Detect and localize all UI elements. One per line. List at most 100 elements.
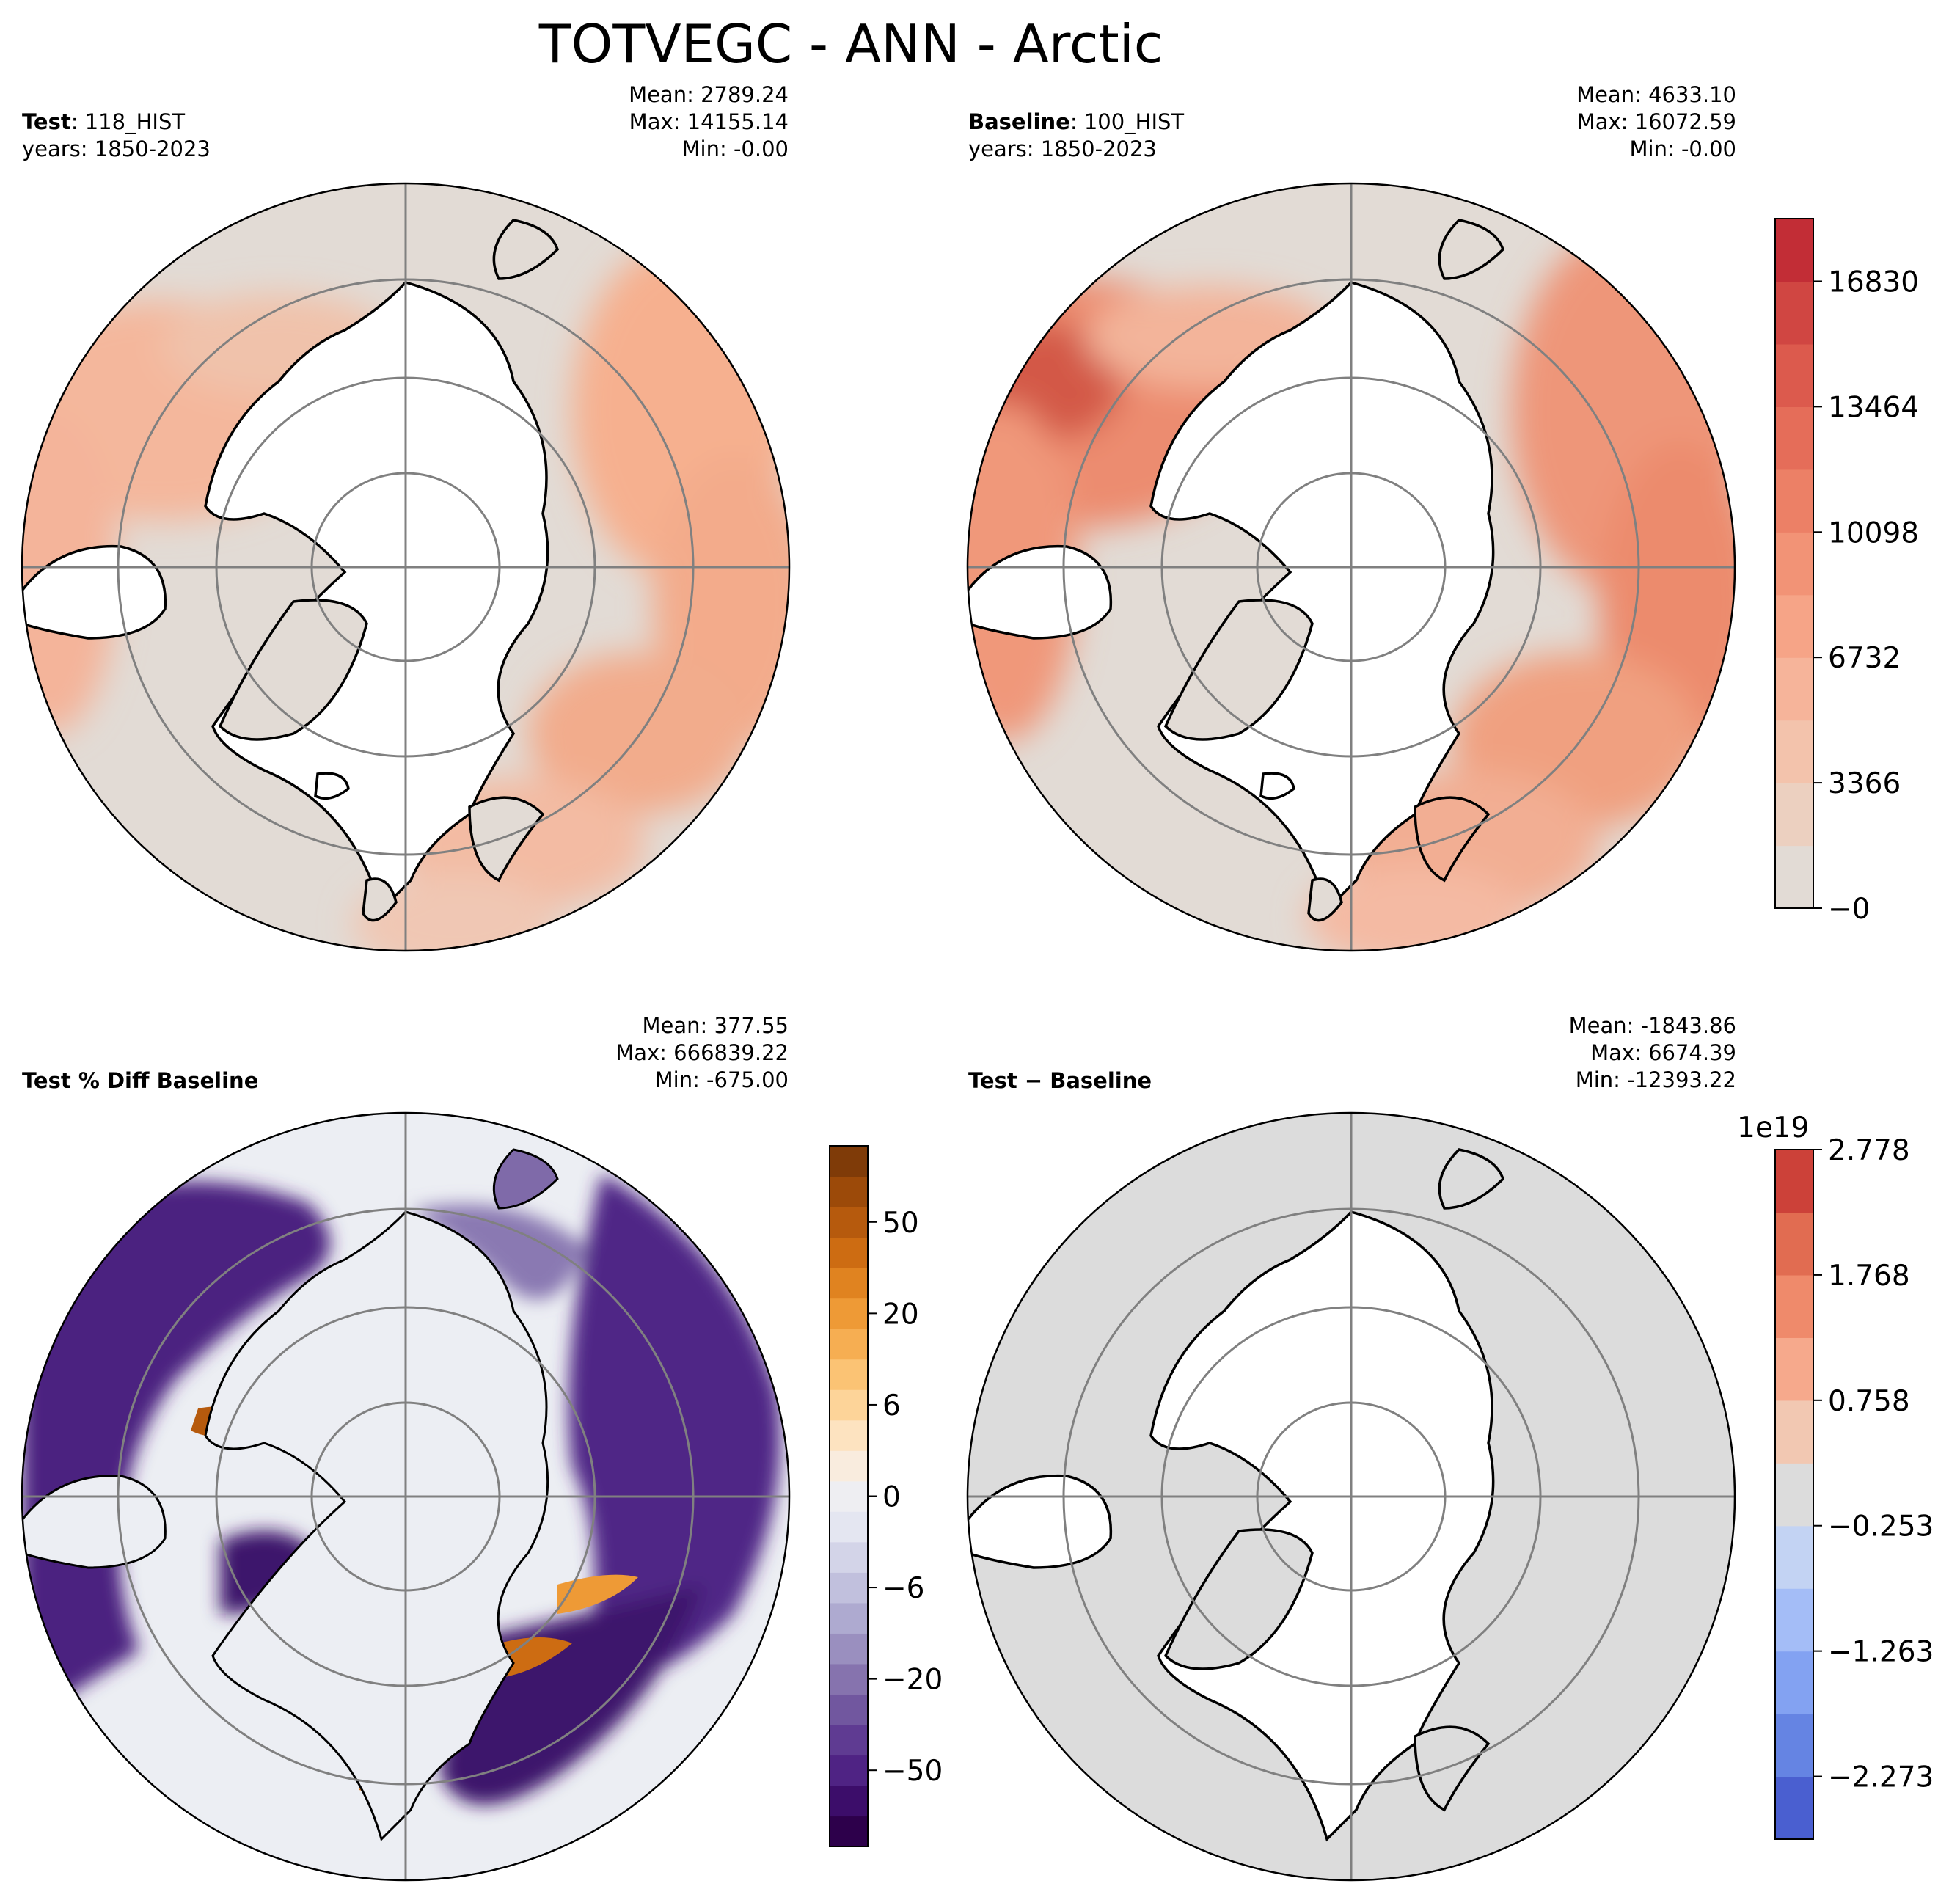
- baseline-colorbar-segment: [1775, 720, 1813, 783]
- colorbar-baseline: −0 3366 6732 10098 13464 16830: [1774, 218, 1919, 926]
- pct-diff-colorbar-segment: [830, 1816, 868, 1847]
- baseline-min: Min: -0.00: [1629, 136, 1736, 161]
- map-pct-diff: [21, 1111, 791, 1882]
- baseline-colorbar-segment: [1775, 783, 1813, 847]
- diff-colorbar-segment: [1775, 1274, 1813, 1338]
- baseline-colorbar-frame: [1774, 218, 1814, 909]
- pct-diff-min: Min: -675.00: [654, 1067, 789, 1092]
- diff-colorbar-segment: [1775, 1400, 1813, 1464]
- baseline-graticule: [968, 183, 1735, 951]
- baseline-colorbar-tick-label: 16830: [1828, 266, 1919, 299]
- test-map-boundary: [21, 182, 791, 952]
- pct-diff-colorbar-segment: [830, 1511, 868, 1543]
- pct-diff-colorbar-segment: [830, 1663, 868, 1695]
- pct-diff-colorbar-segment: [830, 1359, 868, 1390]
- baseline-colorbar-segment: [1775, 219, 1813, 282]
- diff-colorbar-tick-label: −0.253: [1828, 1510, 1934, 1543]
- baseline-colorbar-segment: [1775, 469, 1813, 533]
- baseline-colorbar-segment: [1775, 845, 1813, 909]
- diff-colorbar-segment: [1775, 1525, 1813, 1589]
- pct-diff-colorbar-tick-label: −6: [882, 1572, 925, 1605]
- pct-diff-colorbar-segment: [830, 1237, 868, 1268]
- map-test: [21, 182, 791, 952]
- diff-colorbar-tick-label: 1.768: [1828, 1260, 1910, 1293]
- pct-diff-colorbar-segment: [830, 1724, 868, 1756]
- pct-diff-stats: Mean: 377.55 Max: 666839.22 Min: -675.00: [615, 1012, 789, 1094]
- baseline-colorbar-tick-label: 10098: [1828, 516, 1919, 549]
- baseline-colorbar-tick-label: −0: [1828, 893, 1871, 926]
- diff-colorbar-tick-label: 2.778: [1828, 1134, 1910, 1167]
- diff-coastlines: [968, 1148, 1505, 1842]
- baseline-colorbar-segment: [1775, 532, 1813, 596]
- test-panel-label: Test: 118_HIST years: 1850-2023: [22, 109, 211, 163]
- baseline-label-bold: Baseline: [968, 109, 1070, 134]
- pct-diff-colorbar-tick-label: 6: [882, 1389, 901, 1422]
- pct-diff-graticule: [22, 1113, 789, 1880]
- diff-map-boundary: [966, 1111, 1736, 1882]
- baseline-colorbar-tick-label: 6732: [1828, 642, 1901, 675]
- pct-diff-colorbar-segment: [830, 1146, 868, 1177]
- pct-diff-colorbar-tick-label: −20: [882, 1664, 943, 1697]
- baseline-coastlines: [968, 219, 1505, 922]
- baseline-case-name: 100_HIST: [1083, 109, 1185, 134]
- test-label-bold: Test: [22, 109, 71, 134]
- diff-colorbar-segment: [1775, 1651, 1813, 1714]
- diff-colorbar-tick-label: 0.758: [1828, 1385, 1910, 1418]
- baseline-colorbar-segment: [1775, 406, 1813, 470]
- map-baseline: [966, 182, 1736, 952]
- diff-min: Min: -12393.22: [1575, 1067, 1736, 1092]
- baseline-map-boundary: [966, 182, 1736, 952]
- baseline-colorbar-tick-label: 3366: [1828, 767, 1901, 800]
- map-diff: [966, 1111, 1736, 1882]
- diff-mean: Mean: -1843.86: [1568, 1013, 1736, 1038]
- test-years: years: 1850-2023: [22, 136, 211, 161]
- test-mean: Mean: 2789.24: [629, 82, 789, 107]
- test-min: Min: -0.00: [681, 136, 789, 161]
- diff-colorbar-segment: [1775, 1337, 1813, 1401]
- pct-diff-colorbar-tick-label: 0: [882, 1481, 901, 1514]
- diff-colorbar-segment: [1775, 1714, 1813, 1777]
- diff-colorbar-tick-label: −2.273: [1828, 1761, 1934, 1794]
- diff-label: Test − Baseline: [968, 1068, 1152, 1093]
- pct-diff-label: Test % Diff Baseline: [22, 1068, 259, 1093]
- diff-colorbar-segment: [1775, 1150, 1813, 1213]
- baseline-colorbar-segment: [1775, 281, 1813, 345]
- pct-diff-max: Max: 666839.22: [615, 1040, 789, 1065]
- diff-colorbar-segment: [1775, 1588, 1813, 1652]
- diff-colorbar-segment: [1775, 1776, 1813, 1840]
- pct-diff-colorbar-segment: [830, 1329, 868, 1360]
- pct-diff-colorbar-segment: [830, 1694, 868, 1725]
- diff-max: Max: 6674.39: [1590, 1040, 1736, 1065]
- colorbar-diff: −2.273 −1.263 −0.253 0.758 1.768 2.778 1e19: [1737, 1111, 1934, 1840]
- diff-graticule: [968, 1113, 1735, 1880]
- pct-diff-colorbar-segment: [830, 1633, 868, 1665]
- pct-diff-colorbar-segment: [830, 1480, 868, 1512]
- diff-colorbar-tick-label: −1.263: [1828, 1636, 1934, 1669]
- test-max: Max: 14155.14: [629, 109, 789, 134]
- test-case-name: 118_HIST: [84, 109, 186, 134]
- pct-diff-colorbar-segment: [830, 1298, 868, 1329]
- pct-diff-colorbar-tick-label: 20: [882, 1298, 919, 1331]
- pct-diff-colorbar-segment: [830, 1450, 868, 1482]
- pct-diff-colorbar-tick-label: 50: [882, 1207, 919, 1240]
- pct-diff-colorbar-segment: [830, 1755, 868, 1786]
- diff-stats: Mean: -1843.86 Max: 6674.39 Min: -12393.…: [1569, 1012, 1736, 1094]
- test-coastlines: [22, 219, 560, 922]
- baseline-colorbar-segment: [1775, 343, 1813, 407]
- baseline-mean: Mean: 4633.10: [1576, 82, 1736, 107]
- diff-colorbar-frame: [1774, 1149, 1814, 1840]
- pct-diff-colorbar-segment: [830, 1572, 868, 1604]
- baseline-years: years: 1850-2023: [968, 136, 1157, 161]
- pct-diff-mean: Mean: 377.55: [642, 1013, 789, 1038]
- pct-diff-coastlines: [22, 1148, 559, 1841]
- test-label-sep: :: [70, 109, 85, 134]
- pct-diff-colorbar-segment: [830, 1602, 868, 1634]
- diff-colorbar-exponent: 1e19: [1737, 1111, 1809, 1144]
- diff-colorbar-segment: [1775, 1212, 1813, 1276]
- figure-title: TOTVEGC - ANN - Arctic: [538, 13, 1163, 75]
- pct-diff-colorbar-segment: [830, 1420, 868, 1451]
- pct-diff-colorbar-segment: [830, 1176, 868, 1207]
- pct-diff-colorbar-segment: [830, 1207, 868, 1238]
- baseline-colorbar-segment: [1775, 594, 1813, 658]
